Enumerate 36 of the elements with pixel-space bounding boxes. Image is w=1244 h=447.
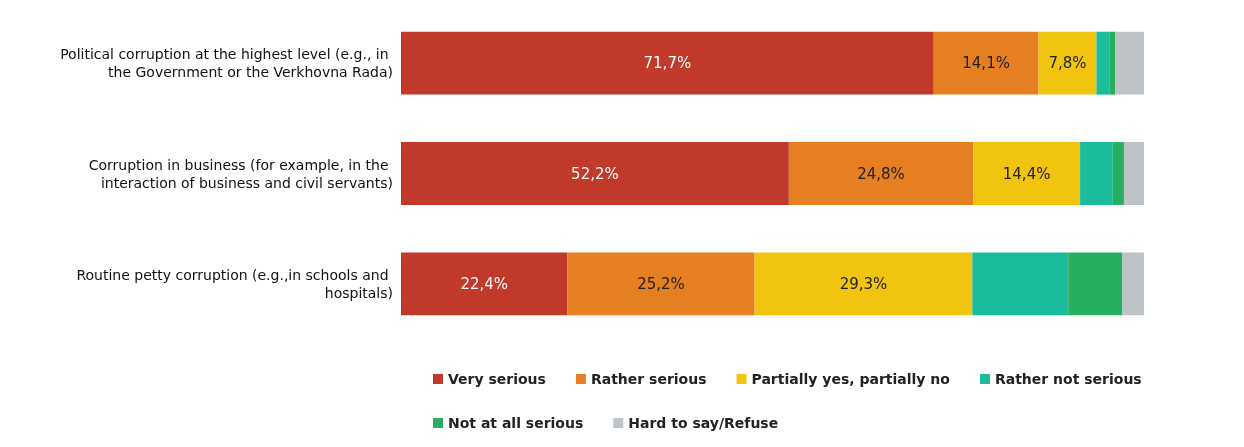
legend-label: Rather serious <box>590 371 707 387</box>
legend-label: Hard to say/Refuse <box>628 415 779 431</box>
legend-label: Very serious <box>448 371 546 387</box>
legend-label: Partially yes, partially no <box>751 371 951 387</box>
data-label: 29,3% <box>839 274 888 293</box>
data-label: 7,8% <box>1048 54 1087 73</box>
bar <box>1122 252 1144 316</box>
bar <box>1123 142 1144 205</box>
bar <box>567 252 755 316</box>
bar <box>1115 31 1144 95</box>
bar <box>401 252 568 316</box>
y-tick-label: Routine petty corruption (e.g.,in schools and hospitals) <box>76 266 393 301</box>
data-label: 25,2% <box>637 274 685 293</box>
data-label: 71,7% <box>643 54 692 73</box>
bar <box>1096 31 1110 95</box>
bar <box>754 252 973 316</box>
bar <box>1068 252 1123 316</box>
bar <box>1080 142 1113 205</box>
y-tick-label: Corruption in business (for example, in the interaction of business and civil servants) <box>88 156 393 191</box>
legend-label: Rather not serious <box>994 371 1142 387</box>
y-tick-label: Political corruption at the highest level (e.g., in the Government or the Verkhovna Rada) <box>60 46 393 81</box>
bar <box>1112 142 1124 205</box>
data-label: 14,1% <box>962 54 1010 73</box>
bar <box>973 142 1081 205</box>
data-label: 52,2% <box>571 164 619 183</box>
data-label: 14,4% <box>1002 164 1051 183</box>
bar <box>1109 31 1116 95</box>
data-label: 22,4% <box>460 274 509 293</box>
bar <box>972 252 1069 316</box>
data-label: 24,8% <box>857 164 905 183</box>
bar <box>788 142 974 205</box>
bar <box>1038 31 1097 95</box>
bar <box>933 31 1039 95</box>
legend-label: Not at all serious <box>448 415 584 431</box>
bar <box>401 142 789 205</box>
bar <box>401 31 934 95</box>
